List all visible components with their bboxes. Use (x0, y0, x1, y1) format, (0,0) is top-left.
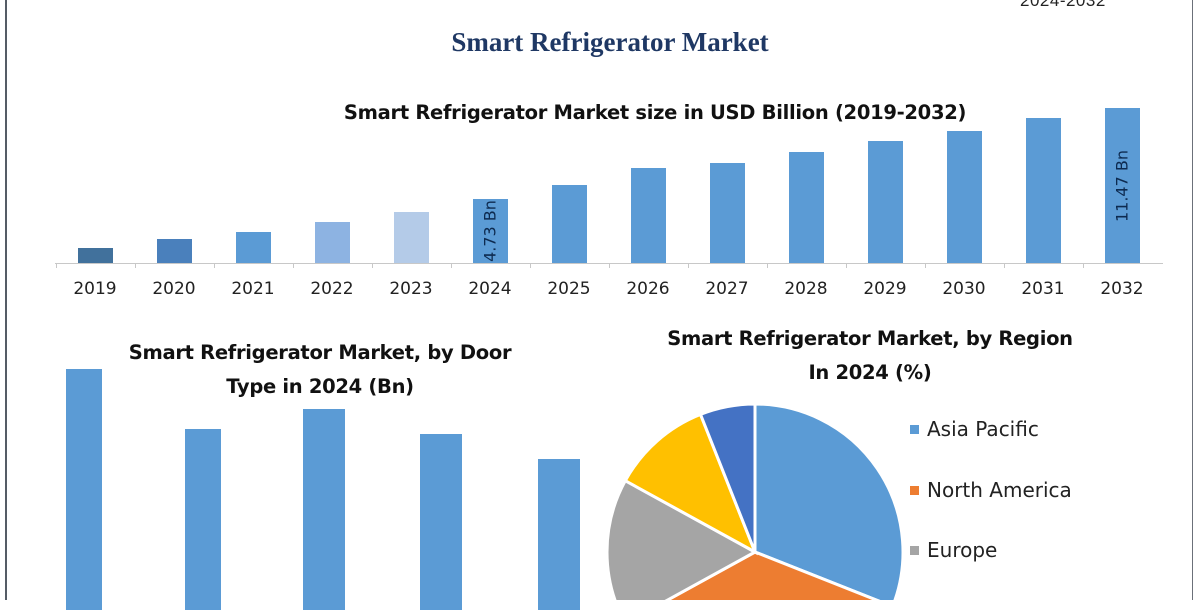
region-chart-title: Smart Refrigerator Market, by Region In … (620, 322, 1120, 390)
bar-2019 (77, 248, 113, 263)
x-tick-label-2032: 2032 (1100, 279, 1144, 299)
region-title-line-2: In 2024 (%) (808, 361, 932, 384)
x-tick-label-2031: 2031 (1021, 279, 1065, 299)
legend-label: North America (927, 478, 1072, 502)
bar-2027 (709, 163, 745, 263)
bar-2023 (393, 211, 429, 263)
x-tick-label-2022: 2022 (310, 279, 354, 299)
x-tick-label-2027: 2027 (705, 279, 749, 299)
legend-label: Europe (927, 538, 998, 562)
door-type-title-line-1: Smart Refrigerator Market, by Door (128, 341, 512, 364)
door-type-chart-title: Smart Refrigerator Market, by Door Type … (70, 336, 570, 404)
pie-slice-other-yellow- (623, 412, 758, 556)
x-tick (1003, 263, 1005, 268)
x-tick (134, 263, 136, 268)
bar-2024: 4.73 Bn (472, 199, 508, 263)
bar-2020 (156, 238, 192, 263)
legend-swatch-europe (910, 545, 919, 555)
x-tick (1082, 263, 1084, 268)
x-tick (213, 263, 215, 268)
x-tick-label-2026: 2026 (626, 279, 670, 299)
right-border (1192, 0, 1193, 600)
x-tick (371, 263, 373, 268)
x-tick-label-2019: 2019 (73, 279, 117, 299)
region-pie-chart (605, 402, 905, 600)
x-tick-label-2028: 2028 (784, 279, 828, 299)
door-type-bar-3 (303, 409, 345, 610)
pie-slice-north-america (664, 550, 881, 600)
bar-2025 (551, 184, 587, 263)
x-tick (924, 263, 926, 268)
x-tick-label-2029: 2029 (863, 279, 907, 299)
data-label-2032: 11.47 Bn (1112, 149, 1132, 222)
x-tick-label-2025: 2025 (547, 279, 591, 299)
pie-slice-other-dark-blue- (698, 402, 757, 553)
cut-off-forecast-period-text: 2024-2032 (1020, 0, 1106, 10)
region-title-line-1: Smart Refrigerator Market, by Region (667, 327, 1073, 350)
legend-north-america: North America (910, 478, 1072, 502)
door-type-title-line-2: Type in 2024 (Bn) (226, 375, 414, 398)
legend-europe: Europe (910, 538, 997, 562)
x-tick (450, 263, 452, 268)
door-type-bar-1 (66, 369, 102, 610)
x-tick (845, 263, 847, 268)
x-tick (55, 263, 57, 268)
bar-2030 (946, 130, 982, 263)
bar-2032: 11.47 Bn (1104, 108, 1140, 263)
x-tick (292, 263, 294, 268)
door-type-bar-5 (538, 459, 580, 610)
bar-2026 (630, 168, 666, 263)
left-border (5, 0, 7, 600)
x-tick-label-2021: 2021 (231, 279, 275, 299)
legend-swatch-north-america (910, 485, 919, 495)
x-tick-label-2023: 2023 (389, 279, 433, 299)
door-type-bar-4 (420, 434, 462, 610)
x-tick-label-2020: 2020 (152, 279, 196, 299)
legend-swatch-asia-pacific (910, 424, 919, 434)
pie-slice-europe (605, 478, 759, 600)
x-tick-label-2024: 2024 (468, 279, 512, 299)
x-tick (608, 263, 610, 268)
bar-2031 (1025, 118, 1061, 263)
x-tick-label-2030: 2030 (942, 279, 986, 299)
bar-2028 (788, 152, 824, 263)
x-tick (687, 263, 689, 268)
legend-label: Asia Pacific (927, 417, 1039, 441)
data-label-2024: 4.73 Bn (480, 200, 500, 262)
x-tick (766, 263, 768, 268)
door-type-bar-2 (185, 429, 221, 610)
market-size-chart-title: Smart Refrigerator Market size in USD Bi… (343, 101, 967, 124)
bar-2021 (235, 231, 271, 263)
infographic-title: Smart Refrigerator Market (451, 27, 769, 57)
x-tick (529, 263, 531, 268)
bar-2029 (867, 141, 903, 263)
bar-2022 (314, 222, 350, 263)
pie-slice-asia-pacific (753, 402, 905, 600)
legend-asia-pacific: Asia Pacific (910, 417, 1039, 441)
